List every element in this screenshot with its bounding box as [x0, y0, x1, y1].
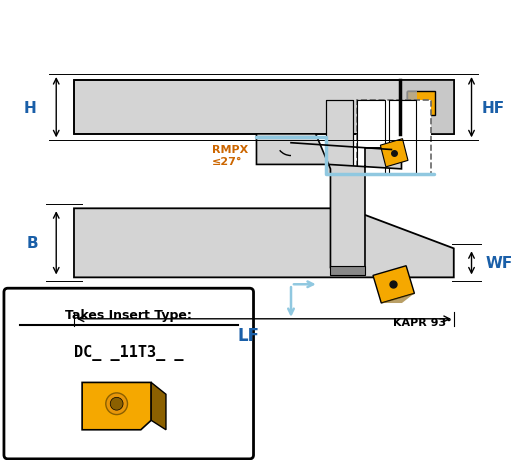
Text: DC_ _11T3_ _: DC_ _11T3_ _	[74, 344, 184, 361]
Bar	[330, 266, 365, 276]
Text: H: H	[23, 100, 36, 115]
Polygon shape	[82, 382, 151, 430]
Text: WF: WF	[485, 256, 513, 271]
Polygon shape	[373, 266, 415, 303]
Bar	[74, 81, 454, 135]
FancyBboxPatch shape	[4, 288, 253, 459]
Bar	[407, 92, 435, 116]
Bar	[357, 100, 431, 175]
Ellipse shape	[110, 397, 123, 410]
Polygon shape	[381, 294, 415, 303]
Bar	[389, 100, 416, 175]
Ellipse shape	[106, 393, 128, 415]
Text: Takes Insert Type:: Takes Insert Type:	[65, 309, 192, 322]
Polygon shape	[256, 135, 402, 268]
Text: KAPR 93°: KAPR 93°	[393, 317, 452, 327]
Polygon shape	[74, 209, 454, 278]
Polygon shape	[380, 139, 408, 168]
Bar	[407, 92, 417, 116]
Bar	[74, 81, 454, 135]
Bar	[400, 81, 454, 135]
Bar	[389, 100, 416, 175]
Text: B: B	[27, 236, 38, 251]
Bar	[326, 100, 353, 175]
Bar	[326, 100, 353, 175]
Text: RMPX
≤27°: RMPX ≤27°	[212, 145, 248, 167]
Polygon shape	[151, 382, 166, 430]
Text: HF: HF	[482, 100, 505, 115]
Text: LF: LF	[238, 326, 260, 344]
Bar	[357, 100, 385, 175]
Bar	[357, 100, 385, 175]
